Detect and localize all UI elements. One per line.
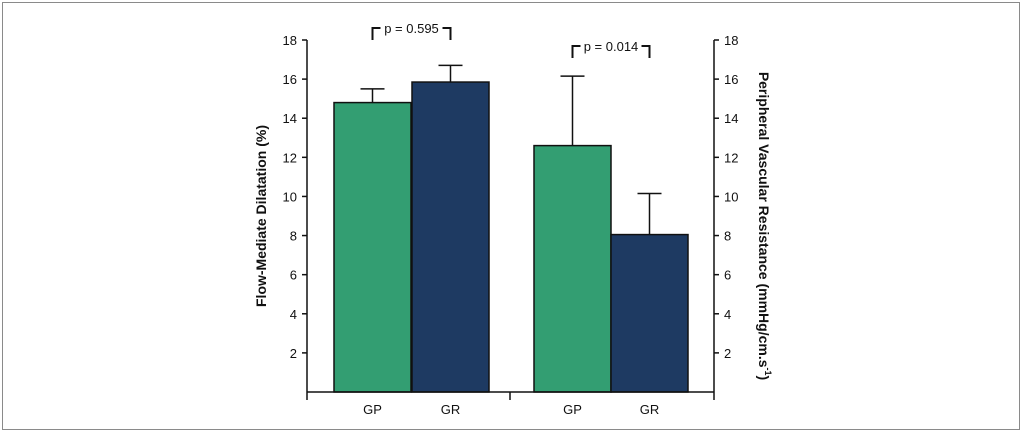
ticks-layer: 2 2 4 4 6 6 8 8 10 10 12 12 14 14 16 16 18 18	[283, 33, 738, 400]
right-y-tick-label: 14	[724, 111, 738, 126]
right-y-axis-label: Peripheral Vascular Resistance (mmHg/cm.…	[756, 72, 773, 380]
right-y-tick-label: 2	[724, 346, 731, 361]
left-y-tick-label: 6	[290, 268, 297, 283]
category-label: GR	[640, 402, 660, 417]
left-y-tick-label: 10	[283, 189, 297, 204]
left-y-axis-label: Flow-Mediate Dilatation (%)	[253, 125, 269, 307]
right-y-tick-label: 18	[724, 33, 738, 48]
bracket-right	[442, 27, 452, 40]
right-y-tick-label: 12	[724, 150, 738, 165]
right-y-axis-label-end: )	[756, 376, 772, 381]
right-y-tick-label: 16	[724, 72, 738, 87]
left-y-tick-label: 14	[283, 111, 297, 126]
left-y-tick-label: 4	[290, 307, 297, 322]
bracket-left	[371, 27, 381, 40]
left-y-tick-label: 12	[283, 150, 297, 165]
right-y-tick-label: 10	[724, 189, 738, 204]
bracket-left	[571, 45, 581, 58]
right-y-tick-label: 6	[724, 268, 731, 283]
left-y-tick-label: 16	[283, 72, 297, 87]
p-value-annotation: p = 0.595	[384, 21, 439, 36]
bar	[333, 101, 412, 393]
labels-layer: Flow-Mediate Dilatation (%) Peripheral V…	[253, 21, 773, 417]
right-y-axis-label-sup: -1	[763, 368, 773, 376]
right-y-axis-label-main: Peripheral Vascular Resistance (mmHg/cm.…	[756, 72, 772, 368]
bracket-right	[641, 45, 651, 58]
category-label: GP	[563, 402, 582, 417]
bars-layer	[333, 27, 689, 393]
left-y-tick-label: 2	[290, 346, 297, 361]
category-label: GR	[441, 402, 461, 417]
left-y-tick-label: 8	[290, 229, 297, 244]
bar	[533, 144, 612, 393]
p-value-annotation: p = 0.014	[584, 39, 639, 54]
right-y-tick-label: 4	[724, 307, 731, 322]
bar	[411, 81, 490, 393]
bar	[610, 233, 689, 393]
category-label: GP	[363, 402, 382, 417]
right-y-tick-label: 8	[724, 229, 731, 244]
left-y-tick-label: 18	[283, 33, 297, 48]
